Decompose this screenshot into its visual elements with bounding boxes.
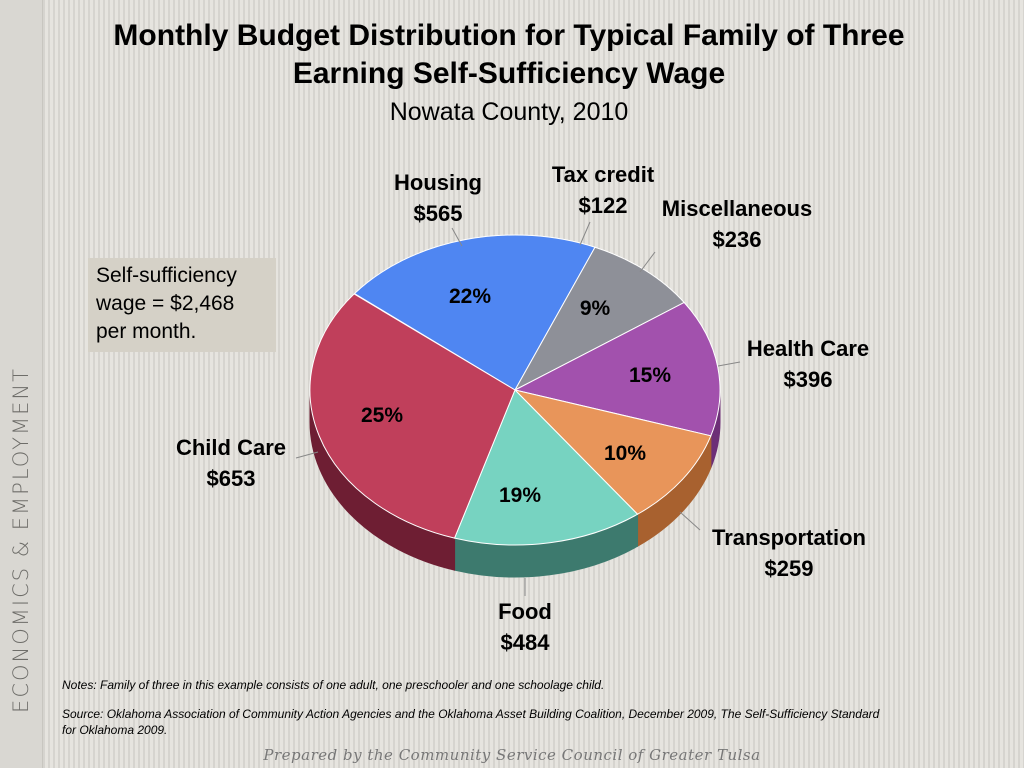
leader-line [579,221,591,246]
wage-note-box: Self-sufficiency wage = $2,468 per month… [88,258,276,352]
chart-subtitle: Nowata County, 2010 [389,98,629,126]
slice-amount-label: $236 [713,227,762,252]
pie-slice-transportation [453,389,639,546]
slice-name-label: Transportation [712,525,866,550]
slice-amount-label: $396 [784,367,833,392]
pie-slice-tax-credit [513,246,686,392]
pie-slice-miscellaneous [513,301,721,437]
pie-percent-label: 19% [499,484,541,507]
leader-line [295,451,319,459]
slice-name-label: Miscellaneous [662,196,812,221]
pie-percent-label: 22% [449,285,491,308]
slice-name-label: Housing [394,170,482,195]
chart-title-line2: Earning Self-Sufficiency Wage [292,57,726,90]
wage-note-line1: Self-sufficiency [96,264,237,287]
pie-percent-label: 9% [580,297,611,320]
leader-line [451,227,463,247]
leader-line [679,511,701,531]
slice-amount-label: $565 [414,201,463,226]
slice-amount-label: $484 [501,630,551,655]
pie-slice-housing [353,234,596,391]
pie-percent-label: 25% [361,404,403,427]
pie-percent-label: 15% [629,364,671,387]
slice-name-label: Tax credit [552,162,655,187]
pie-slice-health-care [513,389,712,515]
chart-title-line1: Monthly Budget Distribution for Typical … [113,19,905,52]
slice-amount-label: $653 [207,466,256,491]
pie-percent-label: 10% [604,442,646,465]
slice-amount-label: $122 [579,193,628,218]
slice-name-label: Food [498,599,552,624]
leader-line [717,361,741,367]
pie-slice-food [309,293,516,539]
slice-amount-label: $259 [765,556,814,581]
slice-name-label: Health Care [747,336,869,361]
notes-text: Notes: Family of three in this example c… [62,678,605,692]
leader-line [639,251,656,273]
wage-note-line3: per month. [96,320,197,343]
sidebar: ECONOMICS & EMPLOYMENT [0,0,43,768]
source-text: Source: Oklahoma Association of Communit… [62,707,880,737]
footer-credit: Prepared by the Community Service Counci… [263,746,761,764]
wage-note-line2: wage = $2,468 [96,292,235,315]
slice-name-label: Child Care [176,435,286,460]
